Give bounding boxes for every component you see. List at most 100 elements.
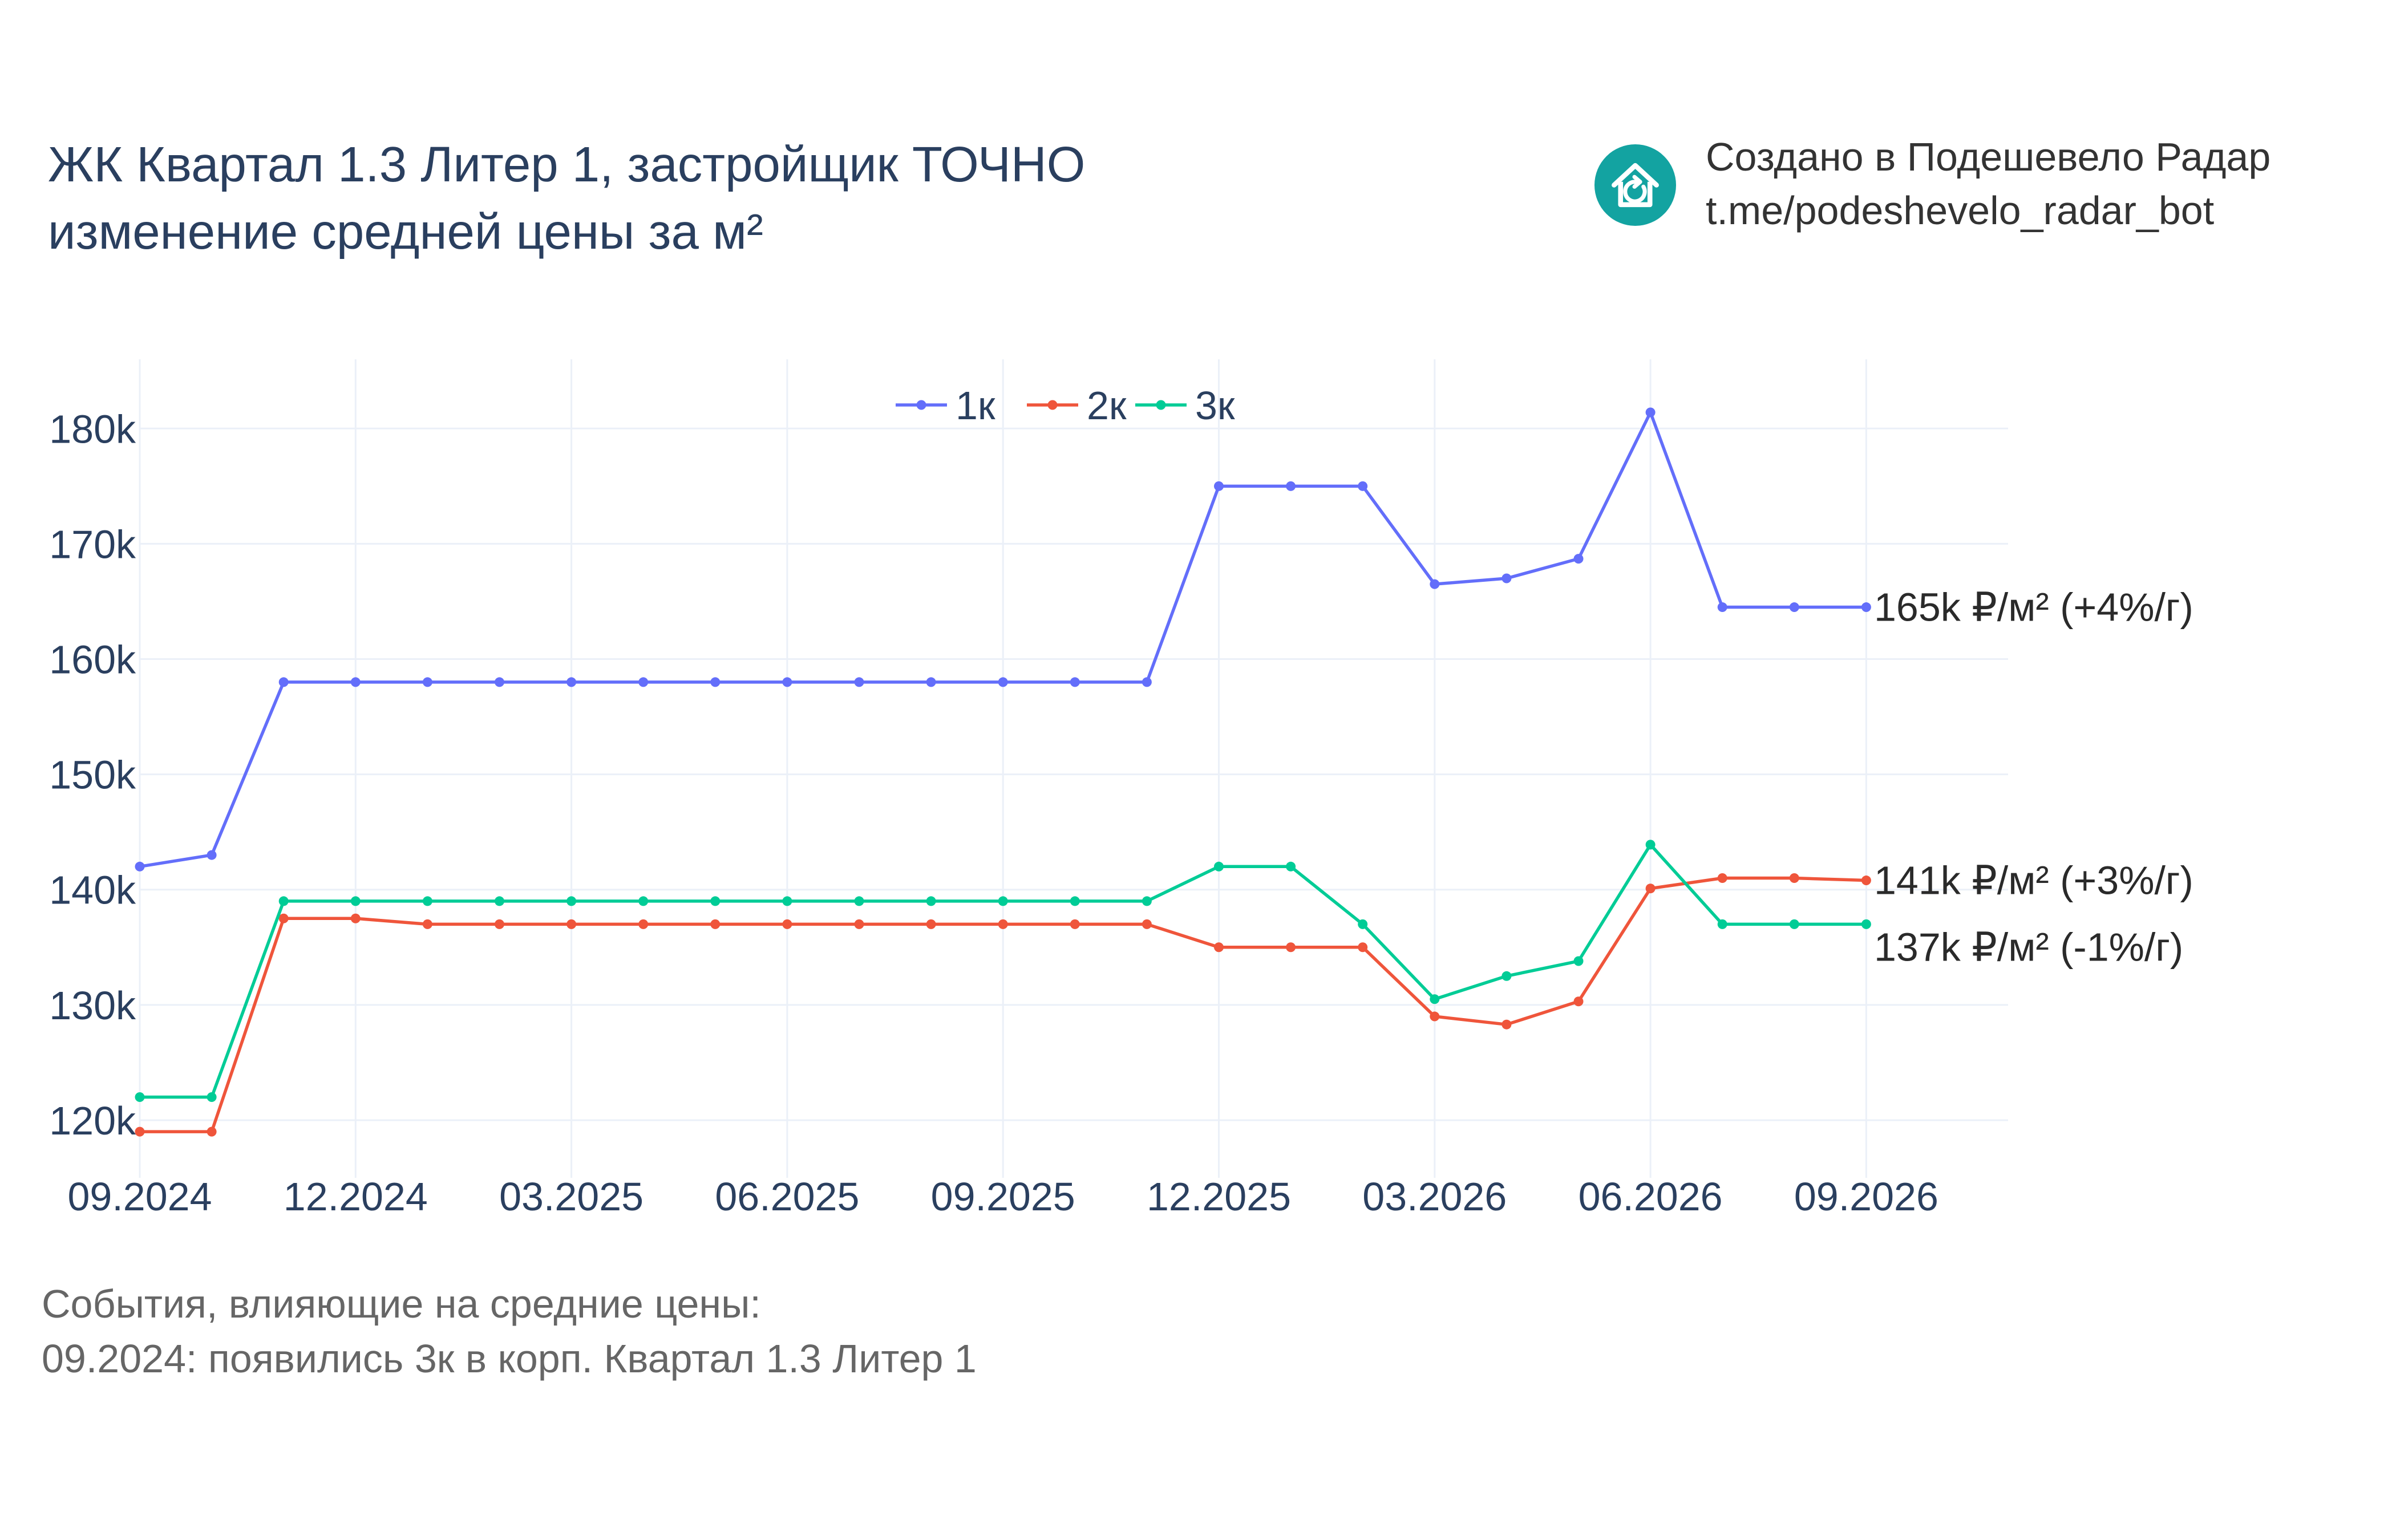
legend-item-1[interactable]: 1к xyxy=(896,383,995,428)
legend-label: 2к xyxy=(1087,383,1127,428)
data-point xyxy=(638,896,649,906)
x-tick-label: 03.2026 xyxy=(1362,1174,1507,1219)
series-1 xyxy=(135,407,1871,872)
house-refresh-icon xyxy=(1594,144,1676,226)
y-tick-label: 140k xyxy=(49,868,136,913)
data-point xyxy=(350,677,361,687)
data-point xyxy=(1142,919,1152,929)
data-point xyxy=(1358,942,1368,953)
series-end-label: 165k ₽/м² (+4%/г) xyxy=(1874,585,2193,630)
data-point xyxy=(1430,994,1440,1004)
data-point xyxy=(710,677,721,687)
x-tick-label: 12.2025 xyxy=(1147,1174,1291,1219)
data-point xyxy=(1573,554,1584,564)
data-point xyxy=(710,919,721,929)
data-point xyxy=(710,896,721,906)
legend[interactable]: 1к 2к 3к xyxy=(896,383,1235,428)
data-point xyxy=(422,919,432,929)
legend-swatch-marker xyxy=(1047,400,1058,410)
data-point xyxy=(1286,942,1296,953)
data-point xyxy=(998,677,1008,687)
data-point xyxy=(1789,873,1799,884)
x-axis: 09.2024 12.2024 03.2025 06.2025 09.2025 12.20… xyxy=(67,1174,1938,1219)
x-tick-label: 12.2024 xyxy=(284,1174,428,1219)
y-tick-label: 170k xyxy=(49,522,136,566)
data-point xyxy=(422,896,432,906)
data-point xyxy=(1717,873,1727,884)
grid xyxy=(139,359,2008,1178)
data-point xyxy=(1430,1011,1440,1022)
x-tick-label: 03.2025 xyxy=(499,1174,643,1219)
data-point xyxy=(998,896,1008,906)
data-point xyxy=(207,850,217,860)
data-point xyxy=(1070,919,1080,929)
data-point xyxy=(638,919,649,929)
data-point xyxy=(1789,602,1799,613)
brand-link[interactable]: t.me/podeshevelo_radar_bot xyxy=(1706,188,2215,233)
legend-item-2[interactable]: 2к xyxy=(1027,383,1127,428)
data-point xyxy=(207,1126,217,1137)
data-point xyxy=(1358,481,1368,491)
x-tick-label: 09.2026 xyxy=(1794,1174,1938,1219)
data-point xyxy=(926,677,936,687)
data-point xyxy=(1717,919,1727,929)
chart-title-line2: изменение средней цены за м² xyxy=(48,204,763,260)
data-point xyxy=(278,913,289,923)
data-point xyxy=(1286,481,1296,491)
data-point xyxy=(1070,677,1080,687)
data-point xyxy=(1861,602,1871,613)
x-tick-label: 06.2026 xyxy=(1579,1174,1723,1219)
data-point xyxy=(1789,919,1799,929)
data-point xyxy=(495,677,504,687)
events-heading: События, влияющие на средние цены: xyxy=(42,1282,761,1326)
data-point xyxy=(350,896,361,906)
legend-label: 3к xyxy=(1195,383,1235,428)
data-point xyxy=(1430,579,1440,589)
data-point xyxy=(1214,942,1224,953)
data-point xyxy=(566,919,577,929)
data-point xyxy=(1142,677,1152,687)
data-point xyxy=(854,677,864,687)
data-point xyxy=(1501,971,1512,981)
data-point xyxy=(1717,602,1727,613)
y-axis: 120k 130k 140k 150k 160k 170k 180k xyxy=(49,407,136,1143)
data-point xyxy=(566,677,577,687)
x-tick-label: 09.2024 xyxy=(67,1174,212,1219)
legend-swatch-marker xyxy=(1156,400,1166,410)
chart-title-line1: ЖК Квартал 1.3 Литер 1, застройщик ТОЧНО xyxy=(48,137,1086,192)
data-point xyxy=(350,913,361,923)
data-point xyxy=(422,677,432,687)
series-end-label: 137k ₽/м² (-1%/г) xyxy=(1874,925,2183,969)
data-point xyxy=(135,1092,145,1103)
data-point xyxy=(1645,840,1656,850)
data-point xyxy=(926,896,936,906)
x-tick-label: 09.2025 xyxy=(931,1174,1075,1219)
event-item: 09.2024: появились 3к в корп. Квартал 1.… xyxy=(42,1336,977,1381)
series-layer xyxy=(135,407,1871,1137)
data-point xyxy=(1645,407,1656,418)
y-tick-label: 180k xyxy=(49,407,136,451)
data-point xyxy=(1358,919,1368,929)
data-point xyxy=(926,919,936,929)
data-point xyxy=(1573,956,1584,966)
x-tick-label: 06.2025 xyxy=(715,1174,859,1219)
data-point xyxy=(854,919,864,929)
data-point xyxy=(998,919,1008,929)
brand-line1: Создано в Подешевело Радар xyxy=(1706,135,2271,179)
legend-swatch-marker xyxy=(916,400,926,410)
data-point xyxy=(854,896,864,906)
series-3 xyxy=(135,840,1871,1103)
data-point xyxy=(566,896,577,906)
data-point xyxy=(1070,896,1080,906)
data-point xyxy=(1142,896,1152,906)
data-point xyxy=(782,896,792,906)
data-point xyxy=(135,861,145,872)
end-labels: 165k ₽/м² (+4%/г) 141k ₽/м² (+3%/г) 137k ₽… xyxy=(1874,585,2193,970)
data-point xyxy=(1501,573,1512,583)
legend-item-3[interactable]: 3к xyxy=(1135,383,1235,428)
data-point xyxy=(782,677,792,687)
data-point xyxy=(782,919,792,929)
data-point xyxy=(1645,884,1656,894)
data-point xyxy=(1214,861,1224,872)
